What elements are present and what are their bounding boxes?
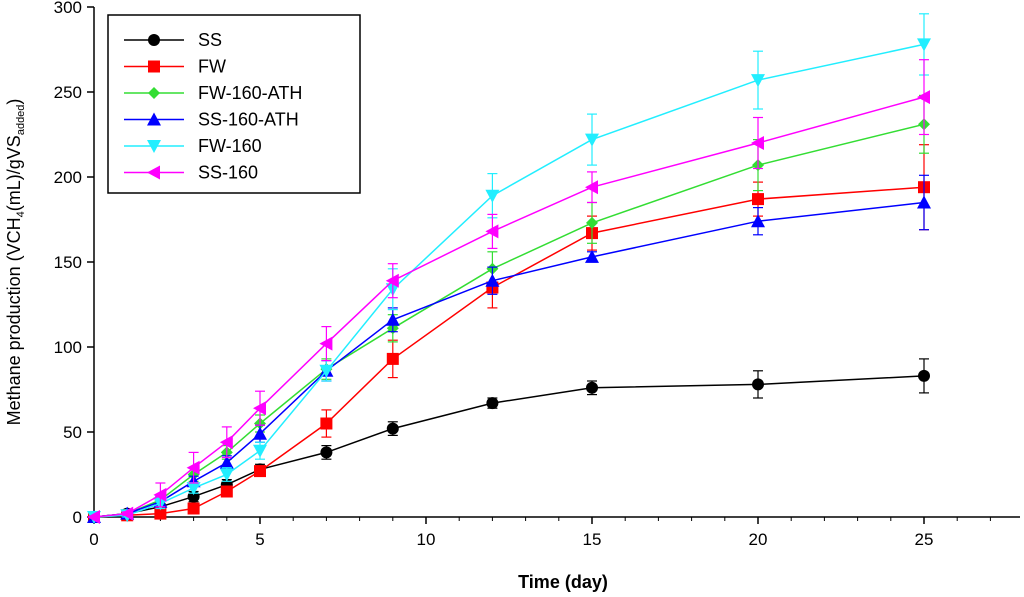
data-point-fw — [752, 193, 764, 206]
data-point-ss-160-ath — [219, 455, 234, 469]
legend-box — [107, 14, 361, 194]
data-point-fw-160 — [219, 468, 234, 482]
legend-label-ss: SS — [198, 30, 222, 50]
x-axis-title: Time (day) — [518, 572, 608, 592]
legend-marker-fw-160 — [147, 140, 161, 153]
data-point-ss-160-ath — [485, 273, 500, 287]
data-point-ss-160 — [186, 460, 200, 475]
data-point-ss — [752, 378, 764, 391]
y-axis-title-end: ) — [4, 99, 24, 105]
data-point-fw-160 — [186, 482, 201, 496]
data-point-fw — [254, 465, 266, 478]
data-point-ss — [486, 397, 499, 410]
x-tick-label: 5 — [255, 530, 264, 549]
data-point-ss-160 — [120, 506, 134, 521]
y-axis-title-sub1: 4 — [15, 211, 27, 217]
legend-label-fw-160-ath: FW-160-ATH — [198, 83, 302, 103]
legend-marker-ss-160 — [147, 165, 160, 180]
data-point-ss-160-ath — [917, 195, 931, 209]
data-point-ss-160 — [751, 136, 764, 150]
x-tick-label: 0 — [89, 530, 98, 549]
y-axis-title-main: Methane production (VCH — [4, 217, 24, 425]
data-point-ss-160 — [87, 510, 100, 524]
data-point-fw — [386, 352, 399, 365]
data-point-ss — [320, 446, 333, 459]
data-point-ss-160 — [585, 180, 598, 195]
y-tick-label: 0 — [73, 508, 82, 527]
axis-ticks: 0 50 100 150 200 250 300 0 5 10 15 20 25 — [54, 0, 991, 549]
y-axis-title-sub2: added — [15, 105, 27, 136]
y-tick-label: 200 — [54, 168, 82, 187]
data-point-fw-160 — [253, 444, 267, 458]
series-fw — [88, 144, 930, 523]
series-line-fw-160-ath — [93, 123, 925, 518]
data-point-fw — [220, 485, 233, 498]
legend-marker-ss-160-ath — [147, 112, 161, 126]
legend: SS FW FW-160-ATH SS-160-ATH FW-160 SS-160 — [107, 14, 361, 194]
y-tick-label: 250 — [54, 83, 82, 102]
series-line-fw-160 — [93, 43, 925, 518]
y-axis-title-mid: (mL)/gVS — [4, 135, 24, 211]
legend-marker-fw-160-ath — [148, 87, 160, 99]
legend-label-fw: FW — [198, 57, 226, 77]
legend-marker-ss — [148, 34, 160, 46]
data-point-ss-160 — [917, 90, 930, 105]
y-tick-label: 150 — [54, 253, 82, 272]
data-point-fw-160 — [751, 74, 765, 88]
data-point-fw — [154, 507, 167, 520]
y-tick-label: 100 — [54, 338, 82, 357]
data-point-ss-160-ath — [751, 214, 765, 228]
legend-marker-fw — [148, 60, 160, 73]
series-ss-160 — [87, 59, 930, 524]
y-axis-title: Methane production (VCH4(mL)/gVSadded) — [4, 99, 27, 426]
series-line-ss-160-ath — [93, 201, 925, 518]
x-tick-label: 10 — [417, 530, 436, 549]
data-point-fw-160 — [485, 189, 500, 203]
x-tick-label: 25 — [915, 530, 934, 549]
series-line-ss-160 — [93, 96, 925, 518]
legend-label-ss-160-ath: SS-160-ATH — [198, 110, 299, 130]
data-point-ss-160 — [385, 273, 399, 288]
data-point-fw-160-ath — [586, 216, 598, 229]
data-point-ss-160-ath — [253, 426, 267, 440]
data-point-ss-160 — [253, 401, 266, 416]
data-point-ss-160 — [219, 435, 233, 450]
data-point-ss-160-ath — [585, 249, 599, 263]
data-point-fw-160 — [917, 38, 931, 52]
data-series — [87, 13, 931, 524]
data-point-ss — [918, 369, 930, 382]
x-tick-label: 15 — [583, 530, 602, 549]
data-point-fw — [320, 417, 333, 430]
data-point-ss-160 — [485, 224, 499, 239]
data-point-ss — [586, 381, 598, 394]
data-point-ss — [386, 422, 399, 435]
data-point-fw-160 — [319, 364, 334, 378]
data-point-ss-160-ath — [385, 312, 400, 326]
x-tick-label: 20 — [749, 530, 768, 549]
legend-label-ss-160: SS-160 — [198, 163, 258, 183]
y-tick-label: 300 — [54, 0, 82, 17]
legend-label-fw-160: FW-160 — [198, 136, 262, 156]
y-tick-label: 50 — [63, 423, 82, 442]
series-ss-160-ath — [87, 174, 931, 523]
data-point-ss-160 — [319, 336, 333, 351]
data-point-ss-160 — [153, 487, 167, 502]
data-point-fw — [187, 502, 200, 515]
data-point-fw-160 — [585, 133, 599, 147]
